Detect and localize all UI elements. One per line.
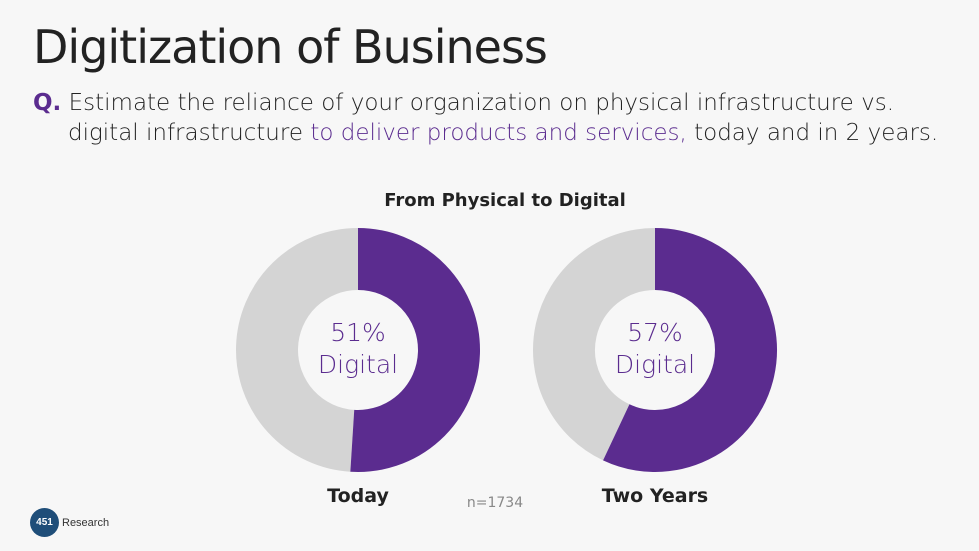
question-text-part3: today and in 2 years. <box>686 120 939 146</box>
question-text-line2: digital infrastructure to deliver produc… <box>33 118 953 148</box>
category-label-today: Today <box>327 485 389 507</box>
center-label-today-value: 51% <box>330 318 386 347</box>
donut-hole-two-years <box>596 291 714 409</box>
category-label-two-years: Two Years <box>601 485 709 507</box>
survey-question: Q. Estimate the reliance of your organiz… <box>33 88 953 148</box>
question-label: Q. <box>33 90 62 116</box>
donut-slice-digital-today <box>350 228 480 472</box>
center-label-two-years: 57% Digital <box>585 317 725 381</box>
page-title: Digitization of Business <box>33 20 548 74</box>
question-text-part2: digital infrastructure <box>68 120 311 146</box>
logo-text: Research <box>62 516 110 529</box>
question-text-line1: Estimate the reliance of your organizati… <box>68 90 895 116</box>
center-label-two-years-text: Digital <box>614 350 696 379</box>
logo-mark: 451 <box>30 508 59 537</box>
donut-slice-physical-today <box>236 228 360 472</box>
question-text-emphasis: to deliver products and services, <box>310 120 687 146</box>
sample-size-note: n=1734 <box>466 495 524 511</box>
donut-slice-physical-two-years <box>533 228 657 461</box>
center-label-today: 51% Digital <box>288 317 428 381</box>
company-logo: 451 Research <box>30 508 109 537</box>
center-label-two-years-value: 57% <box>627 318 683 347</box>
donut-hole-today <box>299 291 417 409</box>
chart-title: From Physical to Digital <box>384 190 626 211</box>
donut-slice-digital-two-years <box>603 228 777 472</box>
center-label-today-text: Digital <box>317 350 399 379</box>
